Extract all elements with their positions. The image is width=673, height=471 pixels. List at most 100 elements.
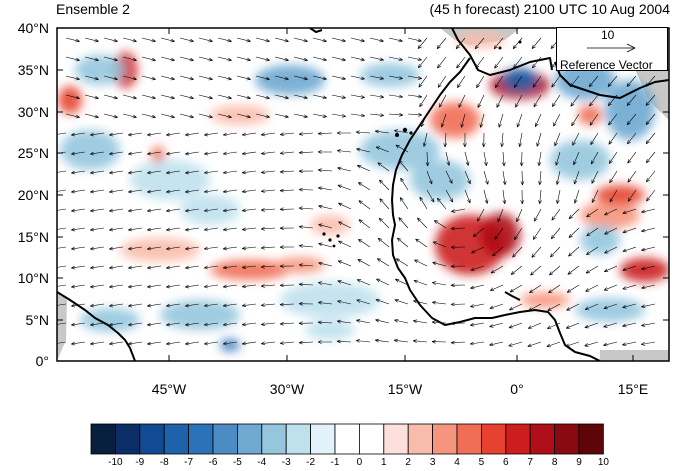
wind-arrow xyxy=(57,341,67,344)
wind-arrow xyxy=(492,246,504,257)
wind-arrow xyxy=(166,322,181,327)
wind-arrow xyxy=(128,227,143,232)
lat-label: 40°N xyxy=(17,20,49,36)
wind-arrow xyxy=(255,94,270,100)
wind-arrow xyxy=(394,319,409,324)
wind-arrow xyxy=(590,132,599,146)
wind-arrow xyxy=(337,166,352,172)
wind-arrow xyxy=(331,56,346,62)
wind-arrow xyxy=(481,132,486,148)
wind-arrow xyxy=(90,322,105,327)
wind-arrow xyxy=(426,189,435,203)
wind-arrow xyxy=(627,132,637,145)
wind-arrow xyxy=(179,75,194,81)
wind-arrow xyxy=(414,259,428,267)
wind-arrow xyxy=(450,283,466,288)
positive-anomaly-patch xyxy=(580,201,640,229)
wind-arrow xyxy=(109,284,124,289)
wind-arrow xyxy=(565,322,580,329)
wind-arrow xyxy=(71,208,86,213)
wind-arrow xyxy=(90,170,105,175)
wind-arrow xyxy=(450,340,466,345)
colorbar-label: 5 xyxy=(478,457,485,468)
wind-arrow xyxy=(90,189,105,194)
wind-arrow xyxy=(520,170,525,186)
wind-arrow xyxy=(109,170,124,175)
wind-arrow xyxy=(222,303,238,308)
wind-arrow xyxy=(457,75,466,88)
wind-arrow xyxy=(109,189,124,194)
wind-arrow xyxy=(84,37,99,43)
wind-arrow xyxy=(622,303,637,309)
wind-arrow xyxy=(160,113,175,119)
wind-arrow xyxy=(337,299,352,305)
wind-arrow xyxy=(312,75,327,81)
wind-arrow xyxy=(532,75,542,88)
wind-arrow xyxy=(298,321,314,326)
wind-arrow xyxy=(464,189,471,204)
wind-arrow xyxy=(236,56,251,62)
wind-arrow xyxy=(255,113,270,119)
wind-arrow xyxy=(509,284,523,293)
wind-arrow xyxy=(622,208,637,214)
colorbar-label: -8 xyxy=(159,457,169,468)
wind-arrow xyxy=(90,284,105,289)
wind-arrow xyxy=(369,94,384,99)
wind-arrow xyxy=(128,246,143,251)
wind-arrow xyxy=(331,75,346,81)
wind-arrow xyxy=(198,113,213,119)
wind-arrow xyxy=(395,258,409,267)
lon-label: 15°W xyxy=(387,381,423,397)
colorbar-swatch xyxy=(188,423,214,455)
wind-arrow xyxy=(204,341,219,346)
wind-arrow xyxy=(388,113,404,117)
wind-arrow xyxy=(483,151,488,166)
wind-arrow xyxy=(586,246,599,255)
wind-arrow xyxy=(477,208,485,222)
wind-arrow xyxy=(109,227,124,232)
wind-arrow xyxy=(529,284,542,294)
wind-arrow xyxy=(57,227,67,230)
islands xyxy=(322,40,522,248)
positive-anomaly-patch xyxy=(455,32,505,48)
wind-arrow xyxy=(536,132,542,147)
wind-arrow xyxy=(407,75,422,80)
wind-arrow xyxy=(622,284,637,290)
wind-arrow xyxy=(627,151,637,164)
wind-arrow xyxy=(103,75,118,81)
wind-arrow xyxy=(422,132,428,147)
wind-arrow xyxy=(419,94,428,108)
wind-arrow xyxy=(356,279,371,286)
colorbar-swatch xyxy=(261,423,287,455)
colorbar-swatch xyxy=(310,423,336,455)
wind-arrow xyxy=(298,263,314,267)
wind-arrow xyxy=(574,189,580,204)
wind-arrow xyxy=(413,319,428,324)
wind-arrow xyxy=(417,37,428,49)
wind-arrow xyxy=(312,94,327,100)
wind-arrow xyxy=(122,37,137,43)
negative-anomaly-patch xyxy=(502,68,538,92)
wind-arrow xyxy=(547,303,561,311)
wind-arrow xyxy=(433,220,447,229)
wind-arrow xyxy=(584,322,599,329)
wind-arrow xyxy=(377,162,390,172)
wind-arrow xyxy=(203,303,219,308)
wind-arrow xyxy=(572,132,580,146)
wind-arrow xyxy=(241,170,257,175)
colorbar-swatch xyxy=(554,423,580,455)
wind-arrow xyxy=(464,170,471,185)
wind-arrow xyxy=(260,284,276,288)
wind-arrow xyxy=(128,189,143,194)
wind-arrow xyxy=(350,56,365,62)
wind-arrow xyxy=(470,265,485,271)
wind-arrow xyxy=(337,184,352,191)
colorbar-swatch xyxy=(456,423,482,455)
wind-arrow xyxy=(260,170,276,174)
wind-arrow xyxy=(519,151,524,167)
wind-arrow xyxy=(607,75,618,87)
wind-arrow xyxy=(298,282,314,287)
wind-arrow xyxy=(65,37,80,43)
wind-arrow xyxy=(474,37,485,50)
wind-arrow xyxy=(551,75,561,88)
